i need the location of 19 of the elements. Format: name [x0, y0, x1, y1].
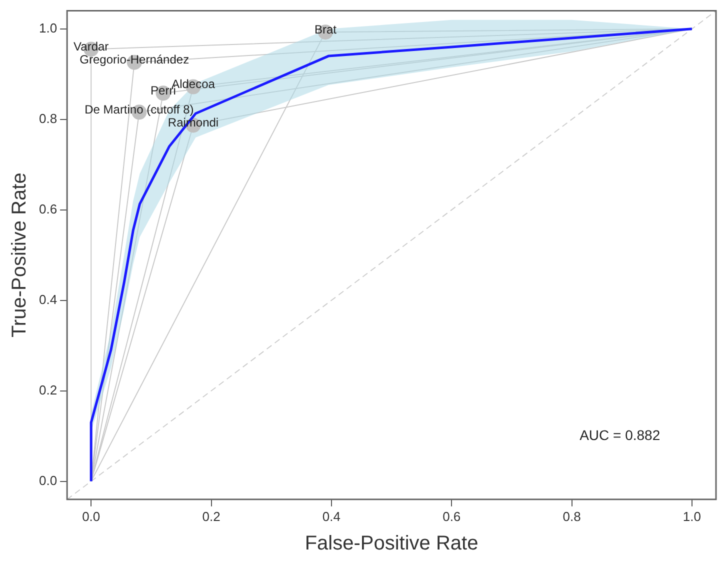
y-tick-label: 0.6	[38, 201, 58, 216]
annotation: Brat	[314, 22, 338, 36]
y-tick-label: 0.2	[38, 382, 58, 398]
x-tick-label: 0.4	[322, 508, 340, 524]
y-tick-label: 0.8	[38, 110, 58, 126]
x-tick-label: 0.2	[202, 508, 220, 524]
annotation: Gregorio-Hernández	[80, 52, 190, 67]
x-tick-label: 1.0	[682, 508, 702, 524]
annotation: De Martino (cutoff 8)	[84, 102, 194, 116]
y-axis-title: True-Positive Rate	[8, 172, 31, 338]
x-tick-label: 0.8	[562, 508, 581, 524]
y-tick-label: 0.4	[38, 292, 58, 307]
x-axis-title: False-Positive Rate	[304, 532, 478, 555]
y-tick-label: 0.0	[38, 472, 58, 488]
y-tick-label: 1.0	[38, 20, 58, 36]
annotation: AUC = 0.882	[580, 426, 660, 443]
x-tick-label: 0.0	[82, 508, 100, 524]
annotation: Vardar	[74, 40, 109, 54]
x-tick-label: 0.6	[442, 508, 461, 524]
